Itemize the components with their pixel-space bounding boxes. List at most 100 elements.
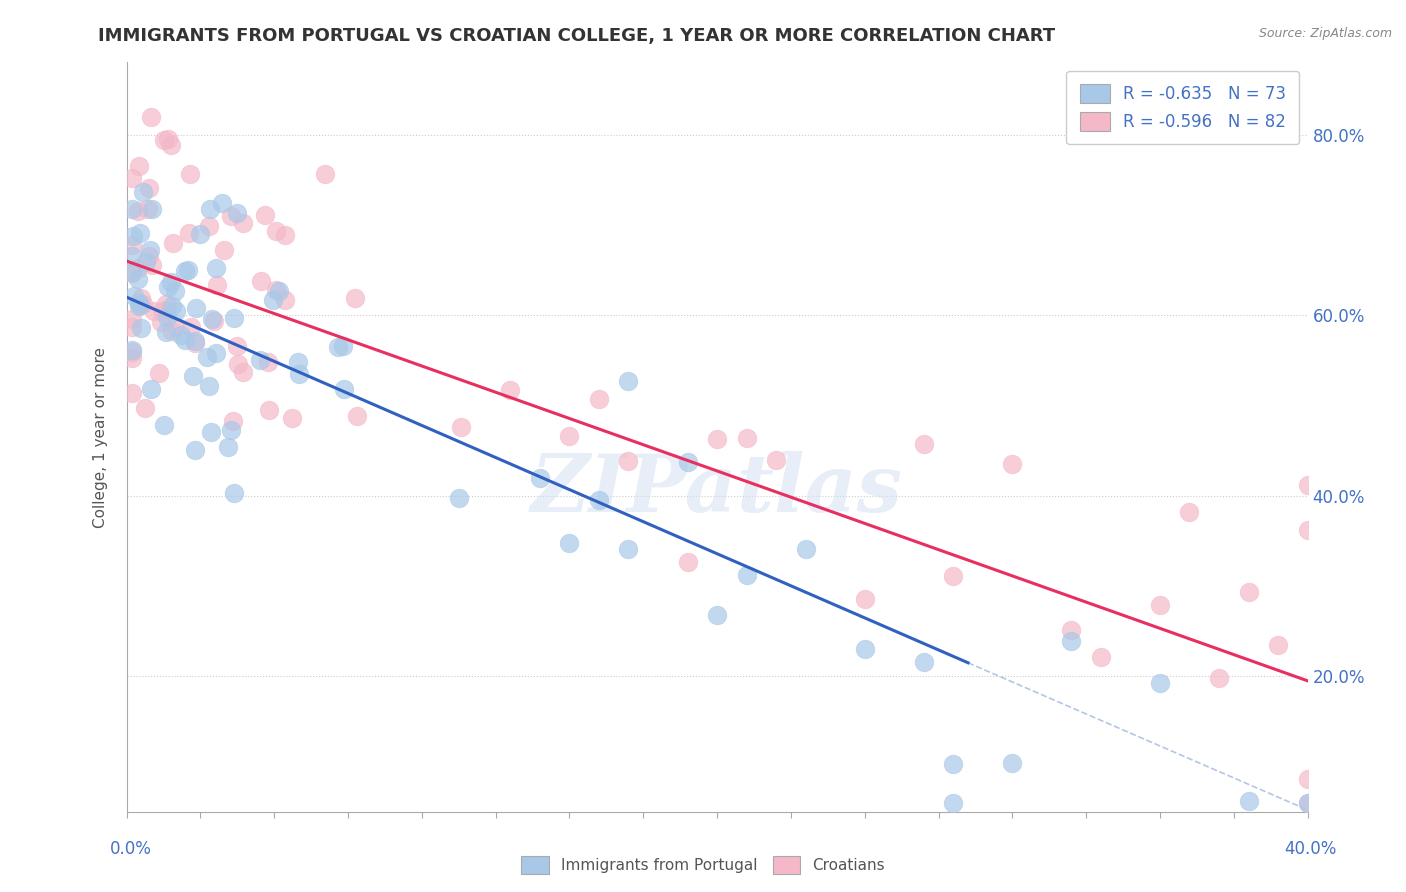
Point xyxy=(184,335,207,350)
Point xyxy=(205,278,228,293)
Point xyxy=(346,409,368,424)
Point xyxy=(257,355,280,369)
Point xyxy=(617,374,640,388)
Point xyxy=(273,227,295,242)
Point xyxy=(135,255,157,269)
Point xyxy=(176,262,198,277)
Point xyxy=(183,368,205,383)
Point xyxy=(139,110,162,124)
Point xyxy=(121,345,143,359)
Point xyxy=(121,170,143,185)
Point xyxy=(450,420,472,434)
Point xyxy=(155,296,177,310)
Text: 40.0%: 40.0% xyxy=(1284,840,1337,858)
Legend: Immigrants from Portugal, Croatians: Immigrants from Portugal, Croatians xyxy=(515,850,891,880)
Point xyxy=(159,276,181,290)
Point xyxy=(153,133,176,147)
Point xyxy=(1237,794,1260,808)
Point xyxy=(706,607,728,622)
Point xyxy=(1149,598,1171,612)
Point xyxy=(853,641,876,656)
Point xyxy=(226,357,249,371)
Point xyxy=(735,431,758,445)
Point xyxy=(160,299,183,313)
Point xyxy=(180,319,202,334)
Point xyxy=(121,238,143,252)
Point xyxy=(131,321,153,335)
Point xyxy=(264,224,287,238)
Text: 0.0%: 0.0% xyxy=(110,840,152,858)
Point xyxy=(198,202,221,216)
Text: ZIPatlas: ZIPatlas xyxy=(531,450,903,528)
Point xyxy=(128,260,150,275)
Point xyxy=(219,424,242,438)
Point xyxy=(155,303,177,318)
Point xyxy=(288,368,311,382)
Point xyxy=(121,202,143,217)
Point xyxy=(1090,650,1112,665)
Point xyxy=(942,569,965,583)
Point xyxy=(197,379,219,393)
Point xyxy=(1296,796,1319,810)
Point xyxy=(205,261,228,276)
Point xyxy=(942,796,965,810)
Point xyxy=(150,315,173,329)
Point xyxy=(617,454,640,468)
Point xyxy=(150,304,173,318)
Point xyxy=(1296,772,1319,786)
Point xyxy=(155,325,177,339)
Point xyxy=(121,312,143,326)
Point xyxy=(179,167,201,181)
Point xyxy=(160,324,183,338)
Point xyxy=(174,264,197,278)
Point xyxy=(224,310,246,325)
Point xyxy=(122,229,145,244)
Point xyxy=(212,243,235,257)
Point xyxy=(163,319,186,334)
Point xyxy=(558,429,581,443)
Point xyxy=(165,304,187,318)
Point xyxy=(127,203,149,218)
Point xyxy=(138,181,160,195)
Point xyxy=(447,491,470,506)
Point xyxy=(129,292,152,306)
Point xyxy=(121,385,143,400)
Point xyxy=(128,159,150,173)
Point xyxy=(121,351,143,365)
Point xyxy=(134,401,156,416)
Point xyxy=(202,314,225,328)
Point xyxy=(1001,457,1024,471)
Point xyxy=(1001,756,1024,770)
Point xyxy=(232,365,254,379)
Point xyxy=(141,382,163,396)
Point xyxy=(153,418,176,433)
Point xyxy=(200,312,222,326)
Point xyxy=(184,301,207,315)
Point xyxy=(148,366,170,380)
Point xyxy=(221,414,243,428)
Point xyxy=(131,185,153,199)
Point xyxy=(128,296,150,310)
Point xyxy=(1296,796,1319,810)
Point xyxy=(588,493,610,508)
Point xyxy=(853,592,876,607)
Point xyxy=(184,334,207,348)
Point xyxy=(942,756,965,771)
Point xyxy=(162,235,184,250)
Point xyxy=(912,655,935,669)
Point xyxy=(676,555,699,569)
Point xyxy=(156,279,179,293)
Point xyxy=(174,334,197,348)
Point xyxy=(197,219,219,234)
Point xyxy=(138,249,160,263)
Point xyxy=(257,403,280,417)
Point xyxy=(232,216,254,230)
Point xyxy=(132,296,155,310)
Point xyxy=(314,167,336,181)
Point xyxy=(217,440,239,454)
Text: Source: ZipAtlas.com: Source: ZipAtlas.com xyxy=(1258,27,1392,40)
Text: IMMIGRANTS FROM PORTUGAL VS CROATIAN COLLEGE, 1 YEAR OR MORE CORRELATION CHART: IMMIGRANTS FROM PORTUGAL VS CROATIAN COL… xyxy=(98,27,1056,45)
Point xyxy=(188,227,211,242)
Point xyxy=(1149,676,1171,690)
Point xyxy=(588,392,610,406)
